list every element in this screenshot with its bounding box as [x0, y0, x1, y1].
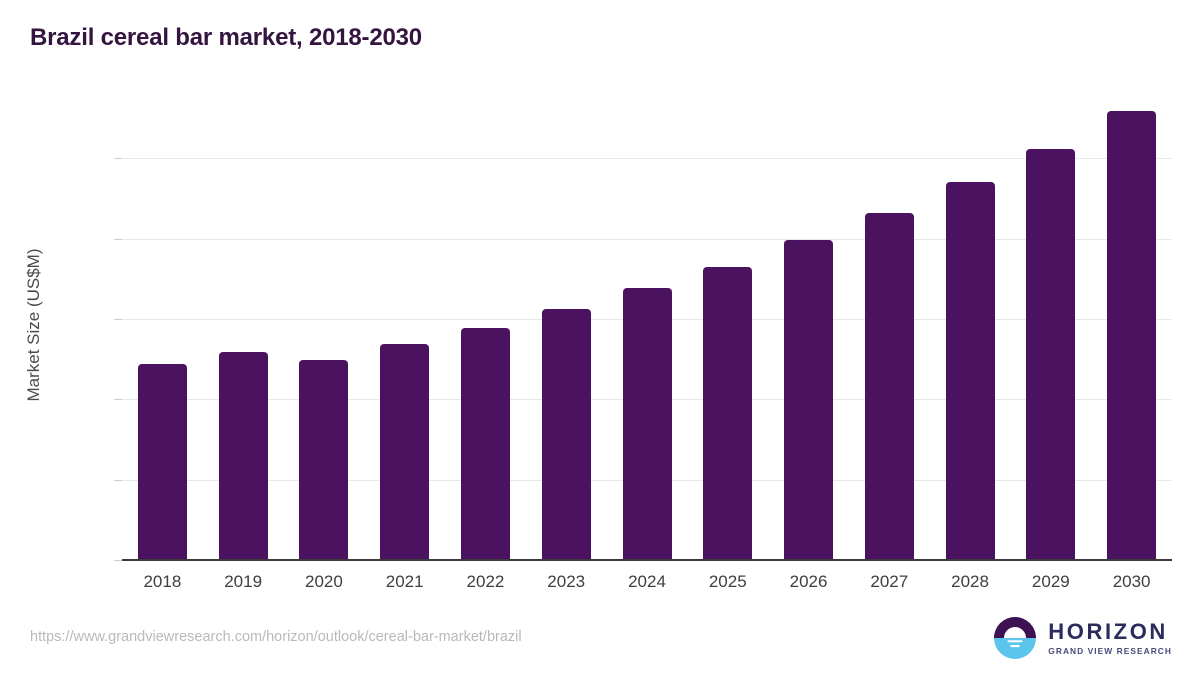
- x-tick-label: 2029: [1031, 572, 1070, 591]
- y-tick-mark: [114, 318, 122, 320]
- y-tick-mark: [114, 158, 122, 160]
- x-tick-label: 2024: [628, 572, 666, 591]
- source-url[interactable]: https://www.grandviewresearch.com/horizo…: [30, 629, 522, 645]
- gridline: [122, 238, 1172, 240]
- y-tick-mark: [114, 399, 122, 401]
- logo-text-block: HORIZON GRAND VIEW RESEARCH: [1048, 618, 1172, 656]
- bar[interactable]: [703, 267, 753, 560]
- bar[interactable]: [622, 288, 672, 560]
- horizon-logo[interactable]: HORIZON GRAND VIEW RESEARCH: [993, 616, 1172, 660]
- bar[interactable]: [137, 364, 187, 560]
- bar[interactable]: [541, 309, 591, 560]
- gridline: [122, 158, 1172, 160]
- bar[interactable]: [460, 328, 510, 560]
- bar[interactable]: [864, 213, 914, 560]
- x-tick-label: 2018: [143, 572, 182, 591]
- bar[interactable]: [218, 352, 268, 560]
- chart-plot-area: 02004006008001000 Market Size (US$M) 201…: [24, 90, 1172, 591]
- y-tick-mark: [114, 238, 122, 240]
- logo-tagline: GRAND VIEW RESEARCH: [1048, 645, 1172, 656]
- y-tick-mark: [114, 560, 122, 561]
- x-tick-label: 2027: [870, 572, 909, 591]
- x-tick-label: 2028: [951, 572, 989, 591]
- x-tick-label: 2022: [466, 572, 505, 591]
- horizon-logo-icon: [994, 617, 1037, 659]
- x-tick-label: 2019: [224, 572, 263, 591]
- x-axis-line: [122, 559, 1172, 561]
- bar[interactable]: [784, 240, 834, 560]
- logo-wordmark: HORIZON: [1048, 618, 1168, 644]
- bar[interactable]: [945, 182, 995, 560]
- bar[interactable]: [1026, 149, 1076, 560]
- x-tick-label: 2030: [1112, 572, 1151, 591]
- x-tick-label: 2021: [385, 572, 424, 591]
- bar[interactable]: [380, 344, 430, 560]
- x-tick-label: 2020: [305, 572, 343, 591]
- x-tick-label: 2026: [789, 572, 828, 591]
- page-title: Brazil cereal bar market, 2018-2030: [30, 24, 422, 51]
- x-tick-label: 2025: [708, 572, 747, 591]
- bar[interactable]: [1107, 111, 1157, 560]
- y-tick-mark: [114, 479, 122, 481]
- bar[interactable]: [299, 360, 349, 560]
- y-axis-title: Market Size (US$M): [24, 248, 43, 402]
- x-tick-label: 2023: [547, 572, 586, 591]
